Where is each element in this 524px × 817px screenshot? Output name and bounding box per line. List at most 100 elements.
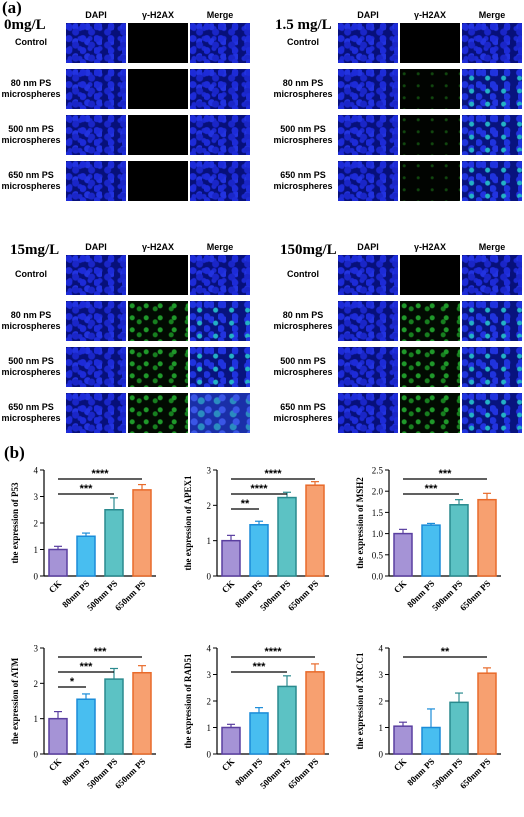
x-tick-label: 650nm PS (458, 578, 492, 612)
micrograph-image (66, 161, 126, 201)
significance-label: *** (80, 483, 94, 495)
micrograph-image (462, 69, 522, 109)
y-tick-label: 1.0 (372, 529, 384, 539)
bar (48, 717, 68, 755)
y-axis-label: the expression of ATM (10, 657, 20, 744)
y-tick-label: 3 (207, 466, 212, 476)
bar (277, 685, 297, 755)
micrograph-image (128, 393, 188, 433)
bar (221, 726, 241, 755)
column-header: Merge (206, 242, 234, 252)
row-label: 500 nm PS microspheres (1, 124, 61, 145)
y-tick-label: 2.0 (372, 487, 384, 497)
y-tick-label: 4 (207, 644, 212, 654)
y-tick-label: 1 (379, 723, 384, 733)
micrograph-image (128, 23, 188, 63)
micrograph-image (128, 301, 188, 341)
bar (76, 535, 96, 577)
column-header: Merge (478, 242, 506, 252)
micrograph-image (66, 347, 126, 387)
bar (48, 548, 68, 577)
micrograph-image (66, 301, 126, 341)
x-tick-label: CK (392, 578, 409, 595)
bar (477, 672, 497, 755)
micrograph-image (338, 69, 398, 109)
column-header: γ-H2AX (141, 242, 174, 252)
significance-label: **** (91, 468, 109, 480)
bar-chart: 0.0 0.5 1.0 1.5 2.0 2.5 the expression of MSH2… (345, 462, 517, 639)
micrograph-image (190, 23, 250, 63)
chart-svg: 0.0 0.5 1.0 1.5 2.0 2.5 the expression of MSH2… (355, 466, 501, 613)
micrograph-image (400, 255, 460, 295)
column-header: DAPI (357, 10, 379, 20)
row-label: Control (287, 269, 319, 279)
y-tick-label: 3 (207, 670, 212, 680)
column-header: DAPI (85, 242, 107, 252)
micrograph-image (462, 23, 522, 63)
micrograph-image (338, 393, 398, 433)
y-axis-label: the expression of XRCC1 (355, 652, 365, 750)
micrograph-image (400, 161, 460, 201)
y-tick-label: 0 (207, 750, 212, 760)
y-tick-label: 3 (34, 492, 39, 502)
y-tick-label: 1 (34, 714, 39, 724)
y-tick-label: 0.0 (372, 572, 384, 582)
bar-chart: 0 1 2 3 4 the expression of P53 CK 80nm PS 500nm… (0, 462, 172, 639)
micrograph-image (66, 115, 126, 155)
bar (104, 509, 124, 577)
micrograph-image (400, 301, 460, 341)
x-tick-label: 650nm PS (458, 756, 492, 790)
concentration-label: 0mg/L (4, 17, 46, 33)
x-tick-label: CK (220, 756, 237, 773)
micrograph-image (190, 301, 250, 341)
y-tick-label: 2 (207, 697, 212, 707)
significance-label: *** (80, 661, 94, 673)
significance-label: *** (425, 483, 439, 495)
bar (393, 532, 413, 577)
bar (249, 712, 269, 755)
bar (305, 671, 325, 755)
row-label: 650 nm PS microspheres (273, 402, 333, 423)
x-tick-label: 650nm PS (286, 578, 320, 612)
x-tick-label: CK (220, 578, 237, 595)
bar (449, 701, 469, 755)
micrograph-image (338, 301, 398, 341)
x-tick-label: CK (47, 756, 64, 773)
micrograph-image (128, 161, 188, 201)
bar (477, 498, 497, 577)
micrograph-image (190, 393, 250, 433)
micrograph-image (400, 115, 460, 155)
y-axis-label: the expression of MSH2 (355, 477, 365, 569)
significance-label: *** (253, 661, 267, 673)
row-label: 650 nm PS microspheres (273, 170, 333, 191)
row-label: 650 nm PS microspheres (1, 402, 61, 423)
y-tick-label: 1 (34, 545, 39, 555)
x-tick-label: CK (47, 578, 64, 595)
significance-label: ** (241, 498, 250, 510)
micrograph-image (462, 115, 522, 155)
bar (277, 496, 297, 577)
micrograph-image (66, 23, 126, 63)
micrograph-image (400, 393, 460, 433)
micrograph-image (66, 255, 126, 295)
x-tick-label: 650nm PS (113, 756, 147, 790)
y-tick-label: 2 (207, 501, 212, 511)
row-label: 500 nm PS microspheres (273, 124, 333, 145)
bar-chart: 0 1 2 3 the expression of APEX1 CK 80nm PS 500n… (173, 462, 345, 639)
micrograph-image (338, 161, 398, 201)
micrograph-image (462, 161, 522, 201)
significance-label: *** (439, 468, 453, 480)
bar (104, 678, 124, 755)
y-axis-label: the expression of P53 (10, 482, 20, 564)
concentration-label: 15mg/L (10, 242, 60, 258)
x-tick-label: 650nm PS (113, 578, 147, 612)
micrograph-image (190, 115, 250, 155)
y-tick-label: 0 (34, 572, 39, 582)
y-tick-label: 2 (34, 519, 39, 529)
column-header: Merge (206, 10, 234, 20)
y-tick-label: 2 (34, 679, 39, 689)
significance-label: ** (441, 646, 450, 658)
